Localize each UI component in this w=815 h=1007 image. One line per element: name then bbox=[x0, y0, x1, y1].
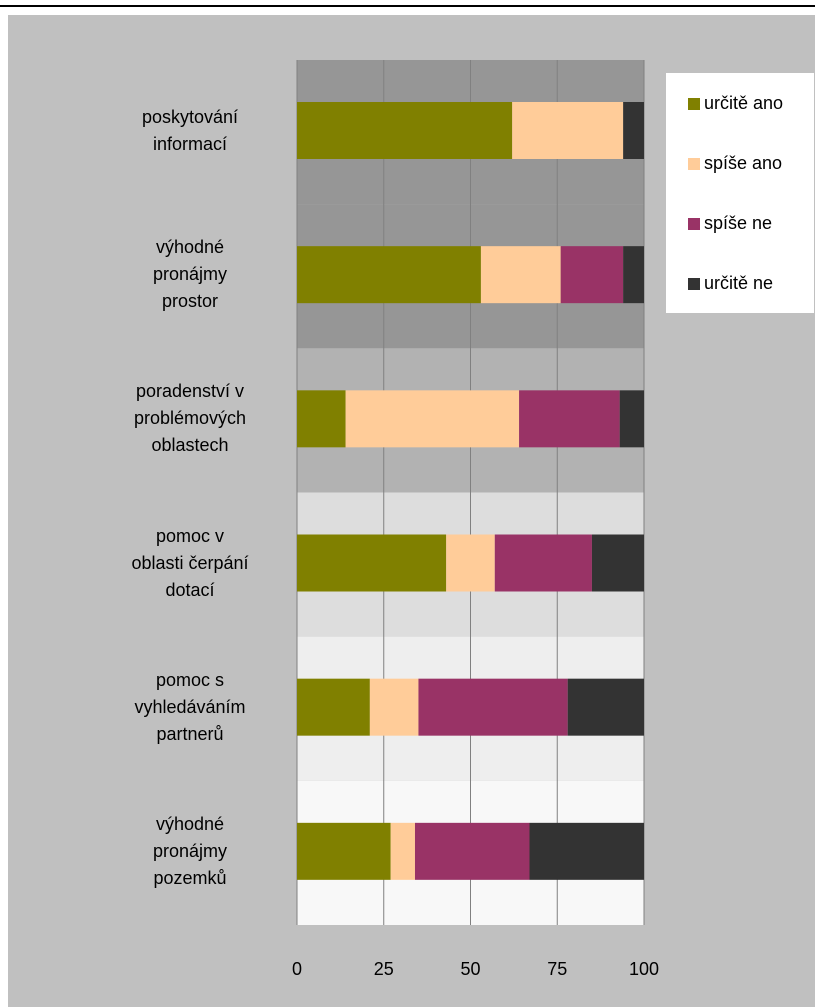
legend-swatch bbox=[688, 277, 700, 290]
bar-segment bbox=[297, 534, 447, 592]
bar-segment bbox=[623, 246, 644, 304]
chart-area: poskytování informací výhodné pronájmy p… bbox=[8, 15, 815, 1007]
bar-segment bbox=[297, 390, 346, 448]
bar-segment bbox=[567, 678, 644, 736]
legend-swatch bbox=[688, 157, 700, 170]
bar-segment bbox=[297, 102, 513, 159]
x-tick-label: 50 bbox=[460, 959, 481, 979]
x-tick-label: 25 bbox=[373, 959, 394, 979]
legend-item: spíše ne bbox=[688, 213, 772, 234]
legend-item: určitě ne bbox=[688, 273, 773, 294]
bar-segment bbox=[297, 678, 370, 736]
bar-segment bbox=[560, 246, 624, 304]
category-label: výhodné pronájmy prostor bbox=[152, 237, 228, 312]
x-tick-label: 0 bbox=[291, 959, 302, 979]
legend-item: určitě ano bbox=[688, 93, 783, 114]
legend-label: určitě ano bbox=[704, 93, 784, 113]
bar-segment bbox=[418, 678, 568, 736]
bar-segment bbox=[512, 102, 624, 159]
legend-swatch bbox=[688, 217, 700, 230]
x-tick-label: 100 bbox=[628, 959, 660, 979]
bar-segment bbox=[480, 246, 561, 304]
category-label: poradenství v problémových oblastech bbox=[133, 381, 247, 456]
bar-segment bbox=[519, 390, 620, 448]
bar-segment bbox=[390, 822, 415, 880]
bar-segment bbox=[414, 822, 530, 880]
legend-label: spíše ano bbox=[704, 153, 783, 173]
category-label: výhodné pronájmy pozemků bbox=[152, 813, 228, 888]
bar-segment bbox=[345, 390, 520, 448]
bar-segment bbox=[591, 534, 644, 592]
x-tick-label: 75 bbox=[547, 959, 568, 979]
bar-segment bbox=[529, 822, 644, 880]
x-axis-label: procento bbox=[328, 1004, 398, 1007]
legend-swatch bbox=[688, 97, 700, 110]
bar-segment bbox=[619, 390, 644, 448]
bar-segment bbox=[297, 246, 481, 304]
bar-segment bbox=[369, 678, 419, 736]
legend: určitě ano spíše ano spíše ne určitě ne bbox=[666, 73, 814, 313]
bar-segment bbox=[297, 822, 391, 880]
category-label: poskytování informací bbox=[141, 106, 239, 154]
category-label: pomoc v oblasti čerpání dotací bbox=[131, 525, 249, 600]
top-rule bbox=[0, 5, 815, 7]
bar-segment bbox=[494, 534, 592, 592]
bar-segment bbox=[446, 534, 495, 592]
legend-label: určitě ne bbox=[704, 273, 774, 293]
bar-segment bbox=[623, 102, 644, 159]
legend-item: spíše ano bbox=[688, 153, 782, 174]
category-label: pomoc s vyhledáváním partnerů bbox=[134, 669, 246, 744]
chart-plot bbox=[296, 60, 645, 925]
legend-label: spíše ne bbox=[704, 213, 773, 233]
